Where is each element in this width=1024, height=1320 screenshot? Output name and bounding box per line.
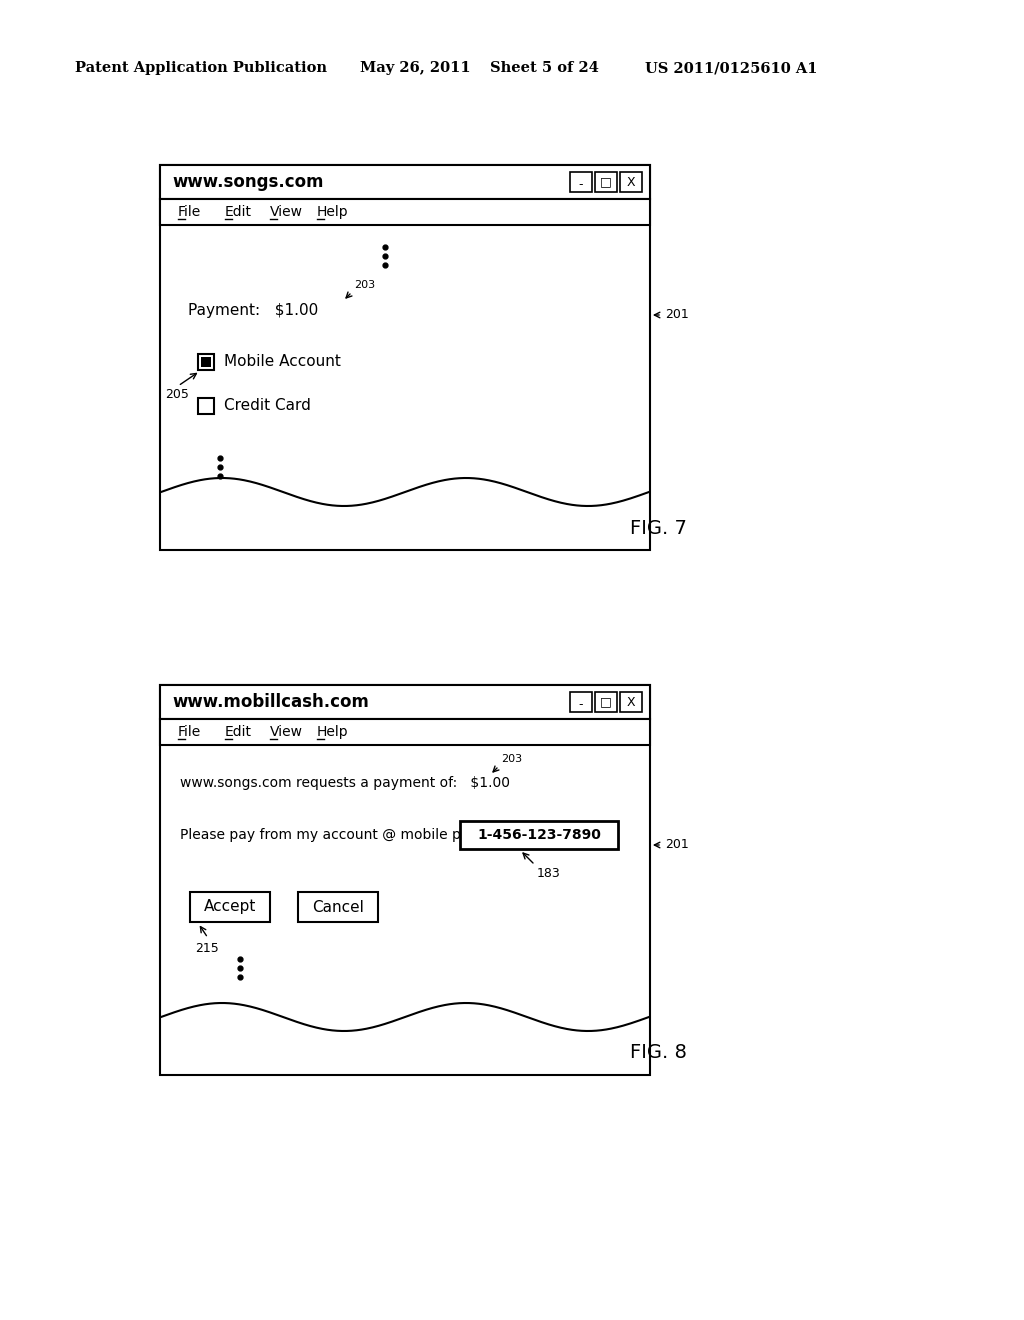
Text: www.mobillcash.com: www.mobillcash.com <box>172 693 369 711</box>
Text: X: X <box>627 696 635 709</box>
Text: 183: 183 <box>537 867 561 880</box>
Text: 201: 201 <box>665 838 689 851</box>
Bar <box>595 692 617 711</box>
Bar <box>620 172 642 191</box>
Bar <box>595 172 617 191</box>
Text: 203: 203 <box>354 280 375 290</box>
Bar <box>460 821 618 849</box>
Text: Sheet 5 of 24: Sheet 5 of 24 <box>490 61 599 75</box>
Bar <box>160 165 650 550</box>
Text: Edit: Edit <box>225 725 252 739</box>
Bar <box>160 165 650 199</box>
Text: FIG. 7: FIG. 7 <box>630 519 687 537</box>
Text: FIG. 8: FIG. 8 <box>630 1044 687 1063</box>
Bar <box>160 719 650 744</box>
Text: www.songs.com requests a payment of:   $1.00: www.songs.com requests a payment of: $1.… <box>180 776 510 789</box>
Text: -: - <box>579 698 584 711</box>
Text: 203: 203 <box>501 754 522 764</box>
Text: Mobile Account: Mobile Account <box>224 355 341 370</box>
Text: Edit: Edit <box>225 205 252 219</box>
Bar <box>160 685 650 1074</box>
Text: Payment:   $1.00: Payment: $1.00 <box>188 302 318 318</box>
Bar <box>570 692 592 711</box>
Bar <box>570 172 592 191</box>
Bar <box>198 399 214 414</box>
Text: View: View <box>270 725 303 739</box>
Text: Patent Application Publication: Patent Application Publication <box>75 61 327 75</box>
Bar <box>190 892 270 921</box>
Text: Credit Card: Credit Card <box>224 399 311 413</box>
Text: File: File <box>178 725 202 739</box>
Text: Accept: Accept <box>204 899 256 915</box>
Bar <box>298 892 378 921</box>
Text: 201: 201 <box>665 309 689 322</box>
Text: Help: Help <box>317 205 348 219</box>
Text: □: □ <box>600 696 612 709</box>
Text: Cancel: Cancel <box>312 899 364 915</box>
Bar <box>160 685 650 719</box>
Text: 1-456-123-7890: 1-456-123-7890 <box>477 828 601 842</box>
Text: □: □ <box>600 176 612 189</box>
Bar <box>160 199 650 224</box>
Text: -: - <box>579 178 584 191</box>
Text: Help: Help <box>317 725 348 739</box>
Bar <box>620 692 642 711</box>
Text: X: X <box>627 176 635 189</box>
Text: May 26, 2011: May 26, 2011 <box>360 61 471 75</box>
Text: www.songs.com: www.songs.com <box>172 173 324 191</box>
Text: 205: 205 <box>165 388 188 401</box>
Text: View: View <box>270 205 303 219</box>
Text: Please pay from my account @ mobile phone: Please pay from my account @ mobile phon… <box>180 828 496 842</box>
Text: 215: 215 <box>195 942 219 954</box>
Text: US 2011/0125610 A1: US 2011/0125610 A1 <box>645 61 817 75</box>
Text: File: File <box>178 205 202 219</box>
Bar <box>198 354 214 370</box>
Bar <box>201 356 211 367</box>
